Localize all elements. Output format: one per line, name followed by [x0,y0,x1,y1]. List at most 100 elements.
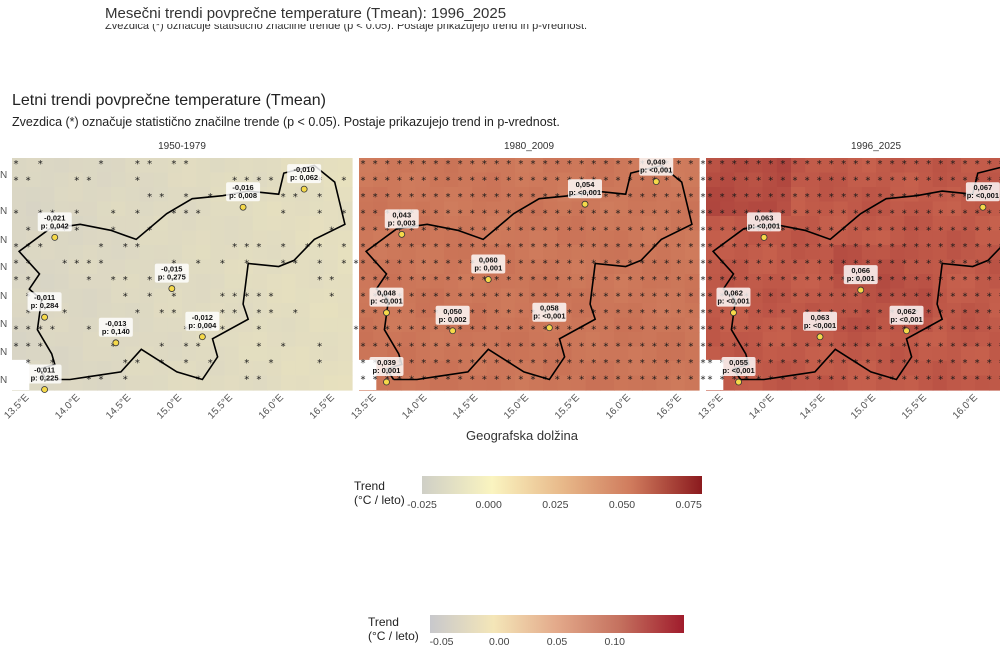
significance-star: * [281,341,286,352]
significance-star: * [603,341,608,352]
significance-star: * [652,374,657,385]
significance-star: * [111,209,116,220]
significance-star: * [780,275,785,286]
significance-star: * [518,225,523,236]
significance-star: * [567,225,572,236]
significance-star: * [950,292,955,303]
significance-star: * [518,192,523,203]
station-p-label: p: <0,001 [717,297,749,306]
significance-star: * [688,176,693,187]
significance-star: * [628,242,633,253]
significance-star: * [135,159,140,170]
significance-star: * [756,308,761,319]
station-trend-label: 0,055 [729,358,748,367]
significance-star: * [123,242,128,253]
y-tick-label: N [0,375,8,386]
significance-star: * [567,209,572,220]
significance-star: * [616,159,621,170]
significance-star: * [878,275,883,286]
significance-star: * [567,325,572,336]
significance-star: * [373,225,378,236]
significance-star: * [664,192,669,203]
significance-star: * [938,192,943,203]
significance-star: * [701,374,706,385]
significance-star: * [676,374,681,385]
significance-star: * [220,292,225,303]
significance-star: * [458,292,463,303]
significance-star: * [458,341,463,352]
significance-star: * [506,292,511,303]
significance-star: * [543,325,548,336]
significance-star: * [708,275,713,286]
x-tick-label: 14.0°E [53,392,82,421]
significance-star: * [938,341,943,352]
significance-star: * [805,341,810,352]
significance-star: * [317,192,322,203]
significance-star: * [531,176,536,187]
legend-2-title-line1: Trend [368,615,399,629]
significance-star: * [890,242,895,253]
legend-tick-label: 0.000 [475,499,502,511]
station-point [51,233,59,241]
significance-star: * [159,308,164,319]
significance-star: * [664,275,669,286]
significance-star: * [579,341,584,352]
x-tick-label: 16.0°E [257,392,286,421]
station-trend-label: -0,011 [34,366,55,375]
significance-star: * [688,225,693,236]
significance-star: * [829,192,834,203]
significance-star: * [688,258,693,269]
significance-star: * [494,341,499,352]
significance-star: * [433,225,438,236]
significance-star: * [38,242,43,253]
significance-star: * [708,159,713,170]
significance-star: * [397,242,402,253]
significance-star: * [385,258,390,269]
significance-star: * [317,258,322,269]
significance-star: * [14,275,19,286]
significance-star: * [531,159,536,170]
station-point [484,276,492,283]
significance-star: * [676,159,681,170]
significance-star: * [720,225,725,236]
significance-star: * [269,292,274,303]
significance-star: * [963,225,968,236]
significance-star: * [732,209,737,220]
x-tick-label: 13.5°E [696,392,725,421]
significance-star: * [171,159,176,170]
significance-star: * [853,242,858,253]
station-trend-label: -0,012 [192,313,213,322]
significance-star: * [74,209,79,220]
y-tick-label: N [0,319,8,330]
significance-star: * [756,325,761,336]
legend-tick-label: 0.050 [608,499,636,511]
legend-tick-label: 0.10 [604,636,625,648]
y-tick-label: N [0,262,8,273]
significance-star: * [446,159,451,170]
significance-star: * [555,374,560,385]
significance-star: * [555,225,560,236]
significance-star: * [329,275,334,286]
legend-1-title: Trend (°C / leto) [354,479,405,507]
station-label-box [803,311,838,331]
station-point [735,378,742,386]
significance-star: * [963,292,968,303]
significance-star: * [421,275,426,286]
panel-2: * * * * * * * * * * * * * * * * * * * * * * * * * * * * * * * * * * * * * * * *… [359,156,706,391]
significance-star: * [841,308,846,319]
significance-star: * [793,209,798,220]
significance-star: * [256,325,261,336]
significance-star: * [603,325,608,336]
significance-star: * [603,159,608,170]
significance-star: * [701,209,706,220]
significance-star: * [950,209,955,220]
station-trend-label: 0,062 [897,307,916,316]
significance-star: * [688,308,693,319]
legend-2-title: Trend (°C / leto) [368,615,419,643]
significance-star: * [421,374,426,385]
significance-star: * [829,242,834,253]
significance-star: * [664,258,669,269]
significance-star: * [361,209,366,220]
significance-star: * [317,275,322,286]
significance-star: * [409,275,414,286]
